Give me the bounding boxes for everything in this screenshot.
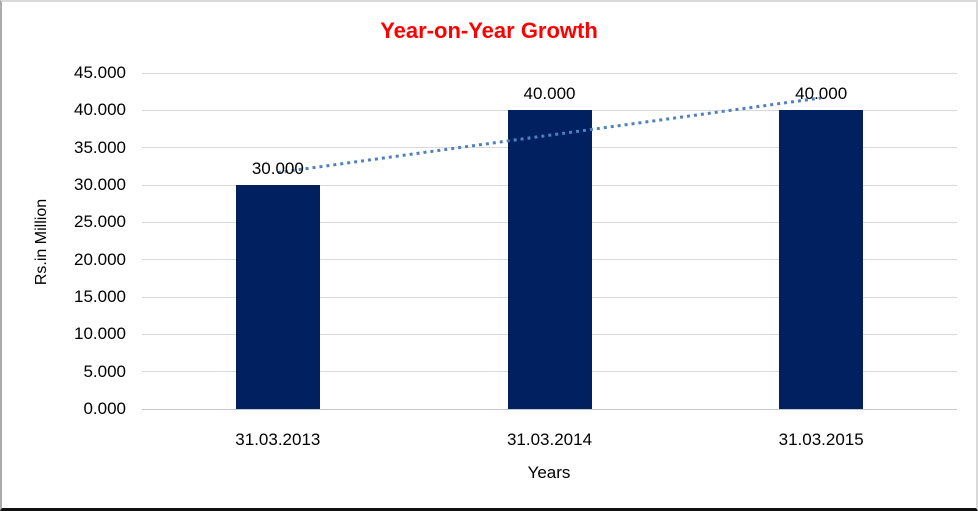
y-axis-tick-label: 40.000 <box>74 100 126 120</box>
y-axis-tick-label: 45.000 <box>74 63 126 82</box>
gridline <box>142 72 957 74</box>
data-label: 40.000 <box>795 84 848 104</box>
y-axis-tick-label: 20.000 <box>74 249 126 269</box>
data-label: 40.000 <box>523 84 576 104</box>
y-axis-tick-label: 5.000 <box>83 361 126 381</box>
x-axis-tick-label: 31.03.2014 <box>506 430 593 449</box>
y-axis-tick-label: 30.000 <box>74 175 126 194</box>
x-axis-tick-label: 31.03.2013 <box>235 430 321 449</box>
data-label: 30.000 <box>251 159 304 178</box>
x-axis-title: Years <box>527 463 571 482</box>
chart-title: Year-on-Year Growth <box>380 18 598 43</box>
x-axis-tick-label: 31.03.2015 <box>778 430 864 449</box>
gridline <box>142 408 957 410</box>
y-axis-tick-label: 25.000 <box>74 212 126 232</box>
y-axis-tick-label: 0.000 <box>83 399 126 418</box>
y-axis-tick-label: 35.000 <box>74 137 126 157</box>
bar-31.03.2014 <box>507 110 592 409</box>
bar-31.03.2015 <box>779 110 864 409</box>
y-axis-tick-label: 10.000 <box>74 324 126 344</box>
y-axis-tick-label: 15.000 <box>74 287 126 306</box>
bar-31.03.2013 <box>235 185 320 409</box>
